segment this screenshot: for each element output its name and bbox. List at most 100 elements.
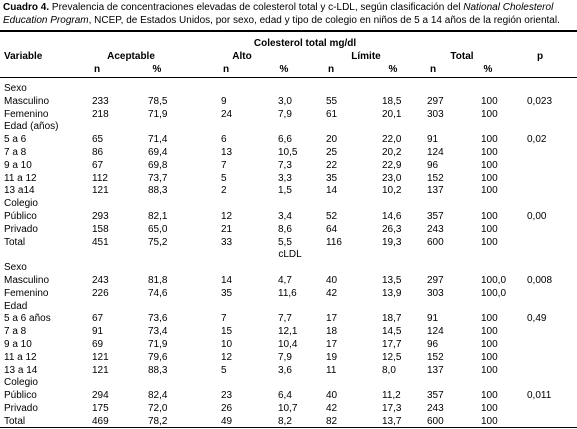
cell: 13,9 [382,287,402,299]
subcolumn-header: n [429,64,437,75]
p-value: 0,00 [527,211,547,222]
subcolumn-header: n [222,64,230,75]
cell: 100 [481,364,498,376]
row-label: Femenino [4,108,49,120]
cell: 357 [427,390,444,402]
cell: 19,3 [382,236,402,248]
column-header: Límite [351,51,381,62]
row-label: 5 a 6 años [4,313,51,325]
cell: 42 [326,403,338,414]
cell: 33 [221,236,233,248]
row-label: 7 a 8 [4,326,27,338]
cell: 86 [92,147,104,158]
cell: 65 [92,134,104,146]
cell: 73,7 [148,172,168,184]
subcolumn-header: n [93,64,101,75]
section-title: Colegio [4,377,38,389]
cell: 121 [92,364,109,376]
cell: 40 [326,275,338,286]
cell: 49 [221,415,233,427]
cell: 100 [481,108,498,120]
row-label: 13 a14 [4,185,35,197]
cell: 243 [427,223,444,235]
bottom-rule [0,427,577,428]
cell: 100,0 [481,275,507,286]
cell: 3,4 [278,211,292,222]
cell: 100 [481,313,498,325]
cell: 21 [221,223,233,235]
subcolumn-header: % [388,64,398,75]
section-title: Edad (años) [4,121,59,133]
cell: 22,9 [382,159,402,171]
cell: 175 [92,403,109,414]
cell: 67 [92,313,104,325]
cell: 100 [481,223,498,235]
cell: 243 [427,403,444,414]
row-label: Femenino [4,287,49,299]
cell: 100 [481,134,498,146]
cell: 20 [326,134,338,146]
cell: 73,6 [148,313,168,325]
cell: 297 [427,275,444,286]
cell: 26,3 [382,223,402,235]
column-header: Aceptable [107,51,155,62]
column-header: Variable [4,51,43,62]
cell: 11 [326,364,337,376]
cell: 18,5 [382,95,402,107]
cell: 158 [92,223,109,235]
cell: 74,6 [148,287,168,299]
cell: 13,5 [382,275,402,286]
cell: 3,0 [278,95,292,107]
cell: 469 [92,415,109,427]
cell: 7 [221,313,227,325]
cell: 100 [481,159,498,171]
cell: 55 [326,95,338,107]
cell: 137 [427,364,444,376]
cell: 9 [221,95,227,107]
cell: 17,7 [382,339,402,350]
cell: 65,0 [148,223,168,235]
cell: 3,6 [278,364,292,376]
row-label: 11 a 12 [4,351,37,363]
cell: 100 [481,211,498,222]
cell: 73,4 [148,326,168,338]
cell: 152 [427,172,444,184]
cell: 112 [92,172,108,184]
cell: 100 [481,236,498,248]
cell: 218 [92,108,109,120]
p-value: 0,008 [527,275,553,286]
p-value: 0,011 [527,390,552,402]
cell: 6,4 [278,390,292,402]
cell: 100 [481,415,498,427]
row-label: Total [4,236,26,248]
cell: 8,6 [278,223,292,235]
p-value: 0,49 [527,313,547,325]
cell: 5 [221,364,227,376]
cell: 303 [427,108,444,120]
cell: 72,0 [148,403,168,414]
cell: 35 [221,287,233,299]
column-header: Alto [232,51,252,62]
cell: 81,8 [148,275,168,286]
cell: 14,6 [382,211,402,222]
cell: 82 [326,415,338,427]
cell: 15 [221,326,233,338]
cell: 20,1 [382,108,402,120]
cell: 2 [221,185,227,197]
cell: 121 [92,351,109,363]
section-title: Edad [4,300,28,312]
cell: 71,4 [148,134,168,146]
cell: 12,5 [382,351,402,363]
subcolumn-header: % [279,64,289,75]
column-header: Total [450,51,474,62]
cell: 13 [221,147,233,158]
cell: 17 [326,313,338,325]
cell: 600 [427,415,444,427]
header-rule [0,77,577,78]
p-value: 0,023 [527,95,553,107]
cell: 78,2 [148,415,168,427]
column-header: p [536,51,544,62]
cell: 26 [221,403,233,414]
cell: 1,5 [278,185,292,197]
cell: 67 [92,159,104,171]
